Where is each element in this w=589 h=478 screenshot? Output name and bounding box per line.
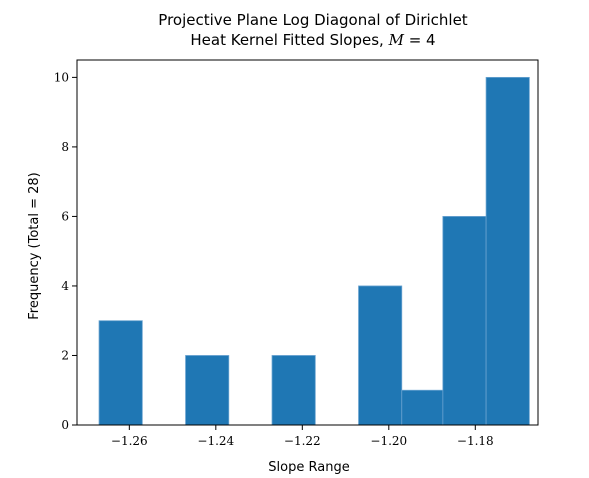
histogram-bar	[442, 216, 487, 426]
histogram-bar	[485, 76, 530, 426]
title-line2-prefix: Heat Kernel Fitted Slopes,	[190, 31, 388, 49]
x-tick-label: −1.18	[457, 434, 494, 448]
x-tick-label: −1.22	[284, 434, 321, 448]
y-tick-label: 0	[61, 418, 69, 432]
x-ticks-group: −1.26 −1.24 −1.22 −1.20 −1.18	[111, 425, 494, 448]
histogram-bar	[185, 355, 230, 426]
x-tick-label: −1.24	[197, 434, 234, 448]
y-tick-label: 10	[54, 70, 69, 84]
y-tick-label: 6	[61, 209, 69, 223]
y-ticks-group: 0 2 4 6 8 10	[54, 70, 77, 432]
y-axis-label: Frequency (Total = 28)	[27, 172, 42, 320]
histogram-bar	[271, 355, 316, 426]
y-tick-label: 2	[61, 348, 69, 362]
x-tick-label: −1.26	[111, 434, 148, 448]
title-math-symbol: M	[388, 31, 405, 49]
axes-frame	[76, 59, 539, 426]
bars-group	[98, 76, 530, 426]
histogram-bar	[358, 285, 403, 426]
y-tick-label: 4	[61, 279, 69, 293]
title-line2-suffix: = 4	[404, 31, 436, 49]
x-axis-label: Slope Range	[268, 460, 349, 475]
chart-title-line2: Heat Kernel Fitted Slopes, M = 4	[190, 31, 435, 49]
y-tick-label: 8	[61, 140, 69, 154]
x-tick-label: −1.20	[370, 434, 407, 448]
histogram-bar	[98, 320, 143, 426]
histogram-bar	[401, 389, 444, 426]
chart-title-line1: Projective Plane Log Diagonal of Dirichl…	[158, 11, 468, 29]
